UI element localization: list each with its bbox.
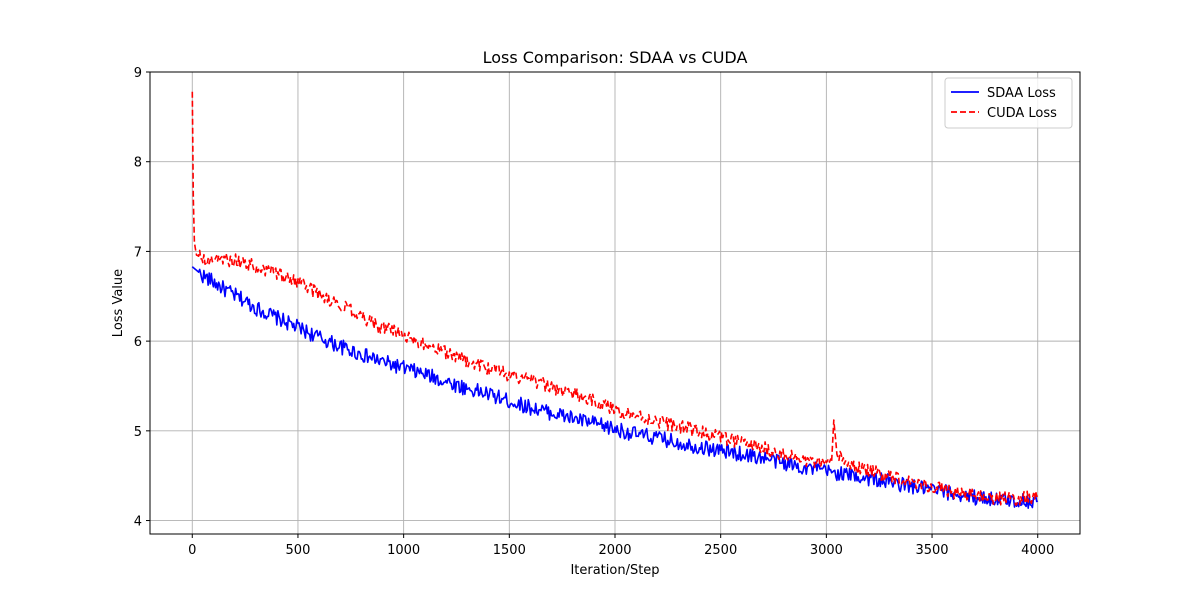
y-axis: 4 5 6 7 8 9 [134, 66, 150, 530]
x-tick-label: 2500 [704, 543, 737, 558]
y-tick-label: 8 [134, 156, 142, 171]
chart-title: Loss Comparison: SDAA vs CUDA [483, 48, 748, 67]
legend-label-sdaa: SDAA Loss [987, 86, 1056, 101]
series-line-sdaa [191, 266, 1039, 510]
y-tick-label: 7 [134, 245, 142, 260]
x-tick-label: 3500 [915, 543, 948, 558]
y-axis-title: Loss Value [111, 269, 126, 337]
x-tick-label: 2000 [598, 543, 631, 558]
x-tick-label: 4000 [1021, 543, 1054, 558]
legend-box [944, 77, 1073, 129]
x-tick-label: 0 [188, 543, 196, 558]
x-axis: 0 500 1000 1500 2000 2500 3000 3500 4000 [188, 534, 1054, 558]
y-tick-label: 6 [134, 335, 142, 350]
series-layer [191, 91, 1039, 510]
legend: SDAA Loss CUDA Loss [944, 77, 1073, 129]
x-tick-label: 500 [286, 543, 311, 558]
x-axis-title: Iteration/Step [570, 563, 659, 578]
x-tick-label: 1000 [387, 543, 420, 558]
y-tick-label: 9 [134, 66, 142, 81]
y-tick-label: 4 [134, 515, 142, 530]
x-tick-label: 3000 [810, 543, 843, 558]
x-tick-label: 1500 [493, 543, 526, 558]
y-tick-label: 5 [134, 425, 142, 440]
legend-label-cuda: CUDA Loss [987, 106, 1057, 121]
series-line-cuda [191, 91, 1038, 506]
